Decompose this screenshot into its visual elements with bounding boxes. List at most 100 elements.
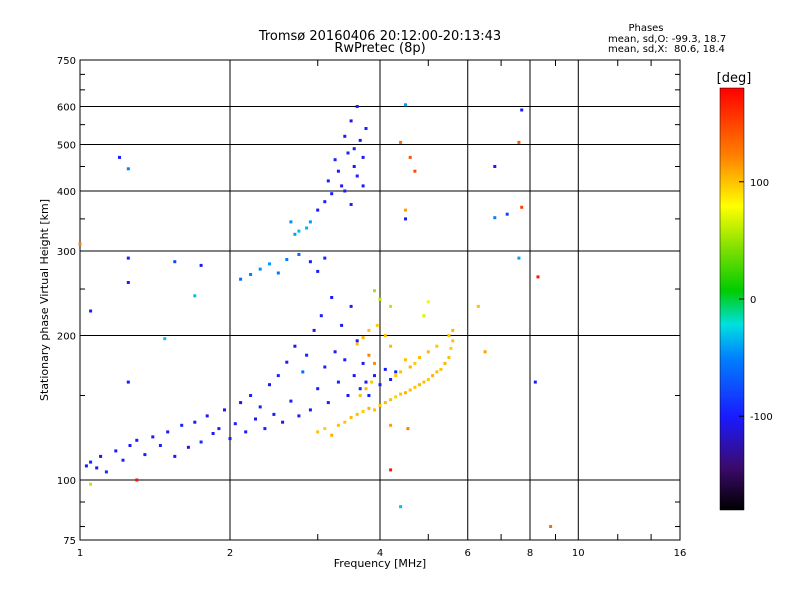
data-point (349, 203, 353, 206)
data-point (297, 414, 301, 418)
data-point (223, 408, 226, 412)
data-point (336, 380, 340, 384)
data-point (378, 404, 382, 407)
x-axis-ticks: 1 2 4 6 8 10 16 (77, 548, 687, 559)
data-point (211, 432, 215, 435)
data-point (305, 226, 309, 230)
data-point (375, 323, 379, 327)
data-point (404, 103, 407, 107)
data-point (330, 296, 334, 299)
data-point (217, 427, 221, 431)
data-point (435, 344, 439, 348)
data-point (355, 105, 359, 108)
data-point (451, 328, 455, 332)
data-point (435, 370, 439, 374)
data-point (330, 433, 334, 437)
data-point (297, 253, 301, 256)
data-point (312, 328, 316, 332)
data-point (193, 294, 197, 298)
chart-subtitle: RwPretec (8p) (334, 41, 425, 56)
data-point (268, 262, 271, 266)
data-point (308, 220, 312, 224)
data-point (326, 179, 330, 183)
data-point (443, 361, 447, 365)
data-point (364, 387, 368, 391)
data-point (408, 155, 412, 159)
data-point (239, 277, 243, 281)
data-point (367, 406, 371, 410)
data-point (316, 387, 320, 391)
colorbar-tick-label: 0 (750, 295, 756, 306)
stats-heading: Phases (628, 23, 663, 34)
data-point (383, 367, 387, 371)
data-point (476, 304, 480, 308)
data-point (361, 409, 365, 413)
data-point (404, 217, 407, 221)
data-point (143, 453, 147, 457)
data-point (358, 394, 362, 397)
data-point (326, 401, 330, 405)
data-point (373, 408, 376, 412)
data-point (426, 378, 430, 381)
data-point (316, 269, 320, 273)
data-point (126, 167, 130, 171)
data-point (367, 328, 371, 332)
data-point (297, 229, 301, 233)
data-point (349, 119, 353, 123)
data-point (389, 304, 393, 308)
data-point (330, 192, 334, 196)
y-axis-label: Stationary phase Virtual Height [km] (38, 199, 51, 401)
data-point (186, 445, 190, 449)
data-point (333, 350, 337, 354)
data-point (301, 370, 305, 374)
data-point (517, 140, 521, 144)
data-point (254, 417, 257, 421)
data-point (404, 391, 407, 395)
colorbar-ticks: 100 0 -100 (739, 178, 773, 423)
data-point (367, 353, 371, 357)
data-point (205, 414, 209, 418)
data-point (383, 334, 387, 337)
data-point (389, 468, 393, 472)
data-point (258, 405, 262, 409)
data-point (533, 380, 537, 384)
data-point (276, 271, 280, 275)
data-point (408, 388, 412, 392)
data-point (340, 323, 344, 327)
data-point (135, 478, 139, 482)
data-point (199, 263, 203, 267)
data-point (340, 184, 344, 188)
data-point (373, 361, 376, 365)
data-point (404, 358, 407, 362)
y-tick-label: 200 (57, 332, 76, 343)
data-point (418, 383, 421, 387)
data-point (78, 242, 82, 246)
data-point (361, 184, 365, 188)
colorbar-label: [deg] (717, 71, 752, 86)
data-point (239, 401, 243, 405)
data-point (249, 273, 253, 276)
data-point (126, 256, 130, 260)
data-point (383, 401, 387, 405)
data-point (399, 392, 403, 396)
data-point (173, 454, 177, 458)
data-point (316, 430, 320, 434)
data-point (447, 356, 451, 359)
data-point (349, 416, 353, 419)
data-point (373, 374, 376, 378)
data-point (520, 205, 524, 209)
data-point (99, 454, 103, 458)
y-tick-label: 500 (57, 141, 76, 152)
data-point (449, 346, 453, 350)
data-point (228, 437, 232, 441)
data-point (364, 127, 368, 130)
x-tick-label: 2 (227, 548, 233, 559)
y-axis-ticks: 75 100 200 300 400 500 600 750 (57, 56, 76, 547)
data-points (78, 103, 553, 528)
data-point (394, 370, 398, 374)
data-point (343, 358, 347, 362)
data-point (389, 423, 393, 427)
data-point (180, 423, 184, 427)
y-tick-label: 300 (57, 247, 76, 258)
